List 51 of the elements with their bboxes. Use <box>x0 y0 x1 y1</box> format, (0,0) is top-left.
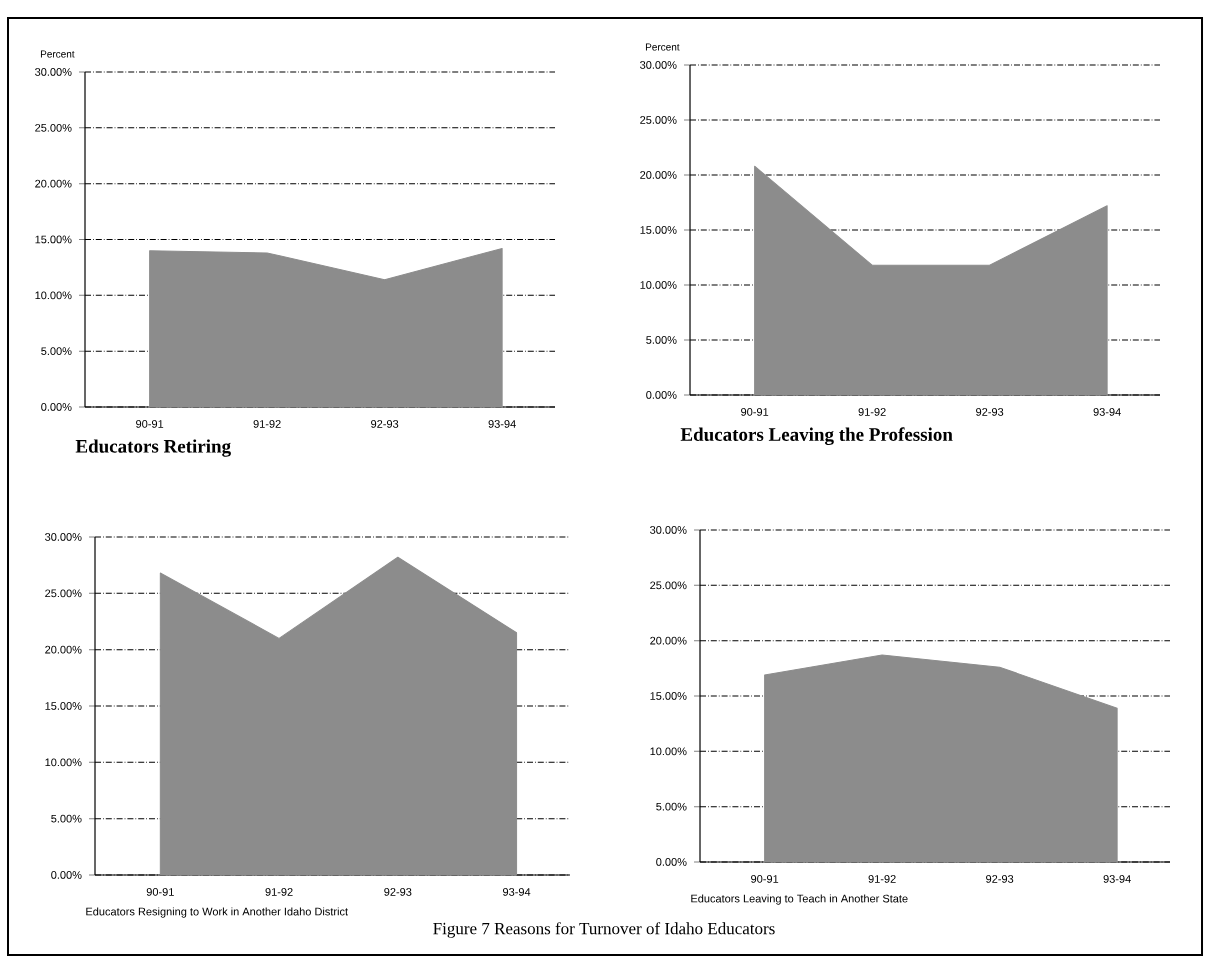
y-tick-label: 15.00% <box>640 226 677 234</box>
x-tick-label: 90-91 <box>136 420 164 428</box>
y-tick-label: 20.00% <box>650 636 687 645</box>
y-tick-label: 30.00% <box>650 526 687 534</box>
y-tick-label: 30.00% <box>35 68 72 76</box>
y-tick-label: 5.00% <box>656 802 687 811</box>
y-axis-title: Percent <box>40 50 75 58</box>
y-tick-label: 25.00% <box>45 589 82 598</box>
y-tick-label: 10.00% <box>35 291 72 300</box>
x-tick-label: 90-91 <box>146 888 174 896</box>
x-tick-label: 92-93 <box>371 420 399 428</box>
y-tick-label: 5.00% <box>646 336 677 344</box>
x-tick-label: 91-92 <box>253 420 281 428</box>
y-tick-label: 10.00% <box>650 747 687 756</box>
x-tick-label: 90-91 <box>741 408 769 416</box>
x-tick-label: 93-94 <box>1103 875 1131 883</box>
y-tick-label: 20.00% <box>35 179 72 188</box>
y-tick-label: 15.00% <box>45 702 82 710</box>
x-tick-label: 93-94 <box>488 420 516 428</box>
text: Educators Retiring <box>75 439 231 457</box>
y-tick-label: 25.00% <box>650 581 687 590</box>
y-tick-label: 25.00% <box>640 116 677 124</box>
text: Educators Leaving to Teach in Another State <box>691 894 908 905</box>
y-tick-label: 25.00% <box>35 123 72 132</box>
caption: Figure 7 Reasons for Turnover of Idaho Educators <box>433 922 775 938</box>
x-tick-label: 90-91 <box>751 875 779 883</box>
x-tick-label: 92-93 <box>976 408 1004 416</box>
y-tick-label: 0.00% <box>656 858 687 866</box>
x-tick-label: 91-92 <box>265 888 293 896</box>
x-tick-label: 92-93 <box>384 888 412 896</box>
y-tick-label: 10.00% <box>45 758 82 767</box>
y-tick-label: 20.00% <box>640 171 677 179</box>
x-tick-label: 93-94 <box>503 888 531 896</box>
y-tick-label: 15.00% <box>650 692 687 700</box>
y-tick-label: 5.00% <box>41 347 72 356</box>
x-tick-label: 92-93 <box>986 875 1014 883</box>
y-tick-label: 15.00% <box>35 235 72 244</box>
y-tick-label: 10.00% <box>640 281 677 289</box>
y-axis-title: Percent <box>645 43 680 51</box>
x-tick-label: 91-92 <box>868 875 896 883</box>
x-tick-label: 93-94 <box>1093 408 1121 416</box>
y-tick-label: 5.00% <box>51 814 82 823</box>
y-tick-label: 0.00% <box>646 391 677 399</box>
y-tick-label: 0.00% <box>41 403 72 411</box>
y-tick-label: 0.00% <box>51 871 82 879</box>
x-tick-label: 91-92 <box>858 408 886 416</box>
y-tick-label: 30.00% <box>45 533 82 541</box>
text: Educators Resigning to Work in Another Idaho District <box>86 907 348 918</box>
text: Educators Leaving the Profession <box>680 427 953 445</box>
y-tick-label: 20.00% <box>45 645 82 654</box>
y-tick-label: 30.00% <box>640 61 677 69</box>
